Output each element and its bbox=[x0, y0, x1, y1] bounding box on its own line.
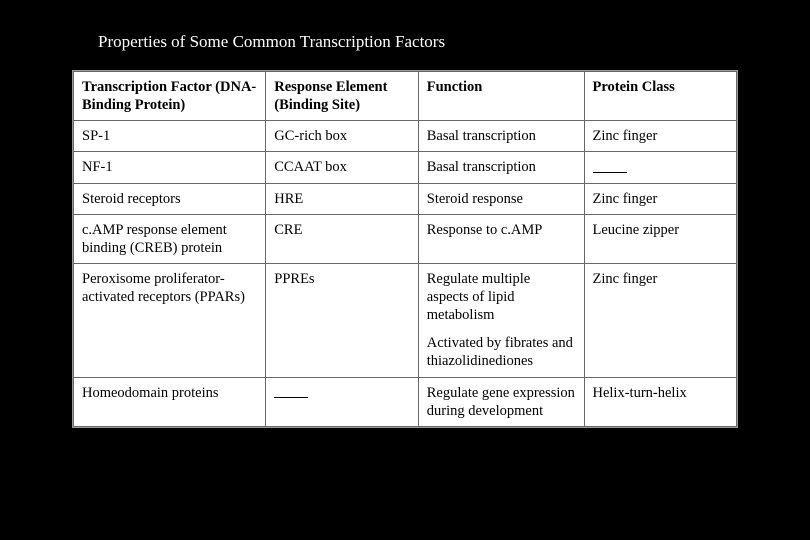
cell-class: Leucine zipper bbox=[584, 214, 737, 263]
cell-function-p2: Activated by fibrates and thiazolidinedi… bbox=[427, 334, 576, 370]
table-header-row: Transcription Factor (DNA-Binding Protei… bbox=[74, 72, 737, 121]
col-header-class: Protein Class bbox=[584, 72, 737, 121]
cell-element: CCAAT box bbox=[266, 152, 418, 183]
dash-icon bbox=[274, 397, 308, 398]
cell-factor: SP-1 bbox=[74, 121, 266, 152]
cell-class: Zinc finger bbox=[584, 263, 737, 377]
col-header-element: Response Element (Binding Site) bbox=[266, 72, 418, 121]
cell-element: HRE bbox=[266, 183, 418, 214]
transcription-factors-table-container: Transcription Factor (DNA-Binding Protei… bbox=[72, 70, 738, 428]
col-header-function: Function bbox=[418, 72, 584, 121]
cell-factor: Homeodomain proteins bbox=[74, 377, 266, 426]
cell-class bbox=[584, 152, 737, 183]
table-row: Homeodomain proteins Regulate gene expre… bbox=[74, 377, 737, 426]
cell-function: Regulate gene expression during developm… bbox=[418, 377, 584, 426]
cell-class: Zinc finger bbox=[584, 183, 737, 214]
table-row: NF-1 CCAAT box Basal transcription bbox=[74, 152, 737, 183]
cell-class: Zinc finger bbox=[584, 121, 737, 152]
cell-function: Basal transcription bbox=[418, 121, 584, 152]
page-title: Properties of Some Common Transcription … bbox=[98, 32, 445, 52]
cell-function: Basal transcription bbox=[418, 152, 584, 183]
dash-icon bbox=[593, 172, 627, 173]
transcription-factors-table: Transcription Factor (DNA-Binding Protei… bbox=[73, 71, 737, 427]
cell-factor: NF-1 bbox=[74, 152, 266, 183]
cell-function-p1: Regulate multiple aspects of lipid metab… bbox=[427, 270, 576, 324]
col-header-factor: Transcription Factor (DNA-Binding Protei… bbox=[74, 72, 266, 121]
cell-element: CRE bbox=[266, 214, 418, 263]
table-row: c.AMP response element binding (CREB) pr… bbox=[74, 214, 737, 263]
cell-factor: Peroxisome proliferator-activated recept… bbox=[74, 263, 266, 377]
cell-class: Helix-turn-helix bbox=[584, 377, 737, 426]
table-row: SP-1 GC-rich box Basal transcription Zin… bbox=[74, 121, 737, 152]
table-row: Steroid receptors HRE Steroid response Z… bbox=[74, 183, 737, 214]
table-row: Peroxisome proliferator-activated recept… bbox=[74, 263, 737, 377]
cell-function: Steroid response bbox=[418, 183, 584, 214]
cell-element: GC-rich box bbox=[266, 121, 418, 152]
cell-factor: c.AMP response element binding (CREB) pr… bbox=[74, 214, 266, 263]
cell-factor: Steroid receptors bbox=[74, 183, 266, 214]
cell-function: Response to c.AMP bbox=[418, 214, 584, 263]
cell-function: Regulate multiple aspects of lipid metab… bbox=[418, 263, 584, 377]
cell-element: PPREs bbox=[266, 263, 418, 377]
cell-element bbox=[266, 377, 418, 426]
